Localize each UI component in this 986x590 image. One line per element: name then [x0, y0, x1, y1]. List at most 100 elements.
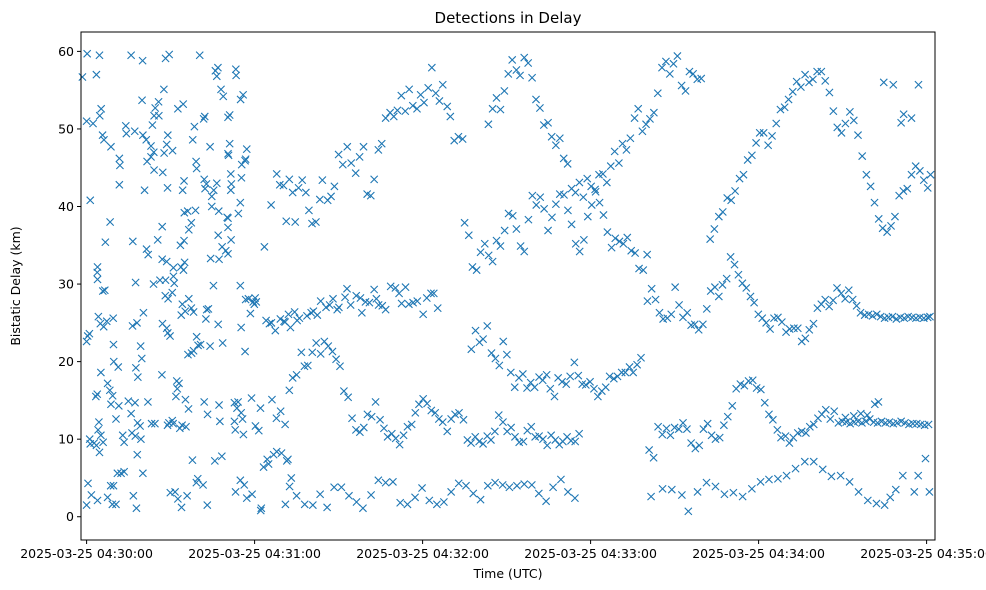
detection-point [848, 295, 857, 304]
detection-point [202, 180, 211, 189]
detection-point [413, 104, 421, 113]
detection-point [621, 368, 630, 377]
detection-point [623, 233, 632, 242]
detection-point [84, 479, 92, 488]
detection-point [538, 376, 547, 385]
detection-point [777, 433, 785, 442]
detection-point [288, 373, 297, 382]
detection-point [776, 105, 785, 114]
detection-point [374, 145, 383, 154]
detection-point [718, 207, 727, 216]
detection-point [800, 457, 809, 466]
detection-point [383, 432, 392, 441]
detection-point [376, 415, 385, 424]
detection-point [447, 487, 456, 496]
detection-point [242, 494, 251, 503]
detection-point [536, 193, 545, 202]
detection-point [649, 453, 658, 462]
detection-point [94, 418, 103, 427]
detection-point [418, 484, 427, 493]
detection-point [874, 214, 883, 223]
detection-point [183, 350, 192, 359]
detection-point [388, 477, 397, 486]
detection-point [601, 383, 610, 392]
detection-point [551, 141, 560, 150]
detection-point [500, 86, 509, 95]
detection-point [528, 73, 537, 82]
detection-point [879, 78, 888, 87]
detection-point [887, 221, 896, 230]
detection-point [94, 312, 103, 321]
detection-point [219, 92, 228, 101]
detection-point [237, 323, 246, 332]
detection-point [154, 97, 163, 106]
detection-point [339, 387, 348, 396]
detection-point [401, 283, 410, 292]
detection-point [106, 400, 115, 409]
detection-point [224, 151, 233, 160]
detection-point [844, 286, 853, 295]
detection-point [348, 414, 357, 423]
detection-point [256, 404, 265, 413]
detection-point [841, 413, 850, 422]
detection-point [801, 428, 810, 437]
detection-point [899, 187, 908, 195]
detection-point [209, 186, 218, 195]
detection-point [698, 320, 707, 329]
detection-point [591, 185, 600, 194]
detection-point [856, 308, 865, 317]
detection-point [516, 71, 525, 80]
detection-point [285, 482, 294, 491]
detection-point [595, 198, 604, 207]
detection-point [272, 169, 281, 178]
detection-point [695, 441, 704, 450]
detection-point [351, 425, 360, 434]
detection-point [177, 311, 186, 320]
detection-point [214, 231, 223, 240]
detection-point [312, 339, 321, 347]
detection-point [371, 397, 380, 406]
detection-point [188, 456, 197, 465]
detection-point [567, 220, 576, 229]
detection-point [614, 159, 623, 168]
detection-point [637, 353, 645, 362]
detection-point [439, 498, 448, 506]
detection-point [677, 81, 686, 90]
detection-point [168, 416, 177, 425]
detection-point [106, 218, 115, 227]
detection-point [619, 239, 628, 248]
detection-point [117, 469, 126, 478]
detection-point [654, 422, 663, 431]
detection-point [581, 380, 590, 389]
detection-point [711, 435, 720, 444]
detection-point [508, 211, 517, 220]
detection-point [316, 490, 325, 499]
detection-point [363, 410, 372, 419]
detection-point [195, 51, 204, 60]
detection-point [925, 487, 934, 496]
detection-point [114, 401, 123, 410]
detection-point [710, 225, 719, 233]
detection-point [115, 180, 124, 189]
detection-point [131, 363, 140, 372]
detection-point [889, 80, 898, 89]
detection-point [260, 242, 269, 251]
detection-point [854, 487, 863, 496]
detection-point [379, 424, 388, 433]
detection-point [187, 304, 196, 313]
detection-point [158, 222, 167, 231]
detection-point [547, 132, 556, 141]
detection-point [583, 174, 592, 183]
detection-point [301, 188, 310, 197]
detection-point [236, 198, 245, 207]
detection-point [516, 242, 525, 251]
detection-point [295, 314, 304, 323]
detection-point [833, 283, 841, 292]
detection-point [133, 318, 141, 327]
detection-point [393, 106, 402, 115]
detection-point [419, 310, 428, 319]
detection-point [358, 504, 367, 513]
detection-point [499, 337, 508, 346]
detection-point [638, 127, 647, 136]
detection-point [226, 169, 235, 178]
